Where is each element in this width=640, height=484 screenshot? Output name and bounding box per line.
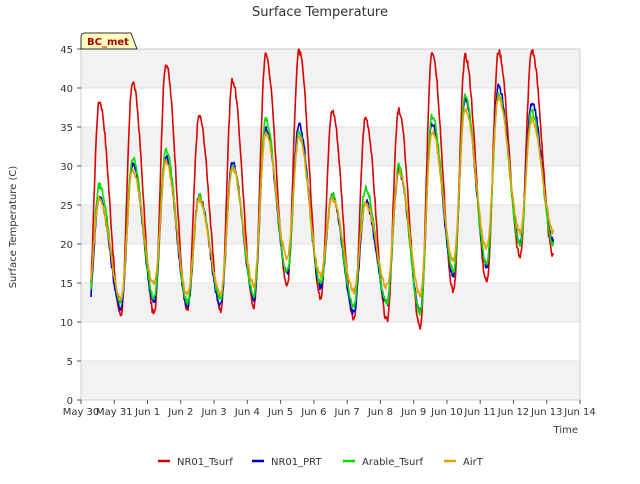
- series-line-arable-tsurf: [90, 92, 555, 316]
- x-tick-label: Jun 9: [400, 407, 426, 418]
- x-tick-label: Jun 4: [234, 407, 260, 418]
- y-tick-label: 35: [60, 123, 73, 134]
- x-tick-label: Jun 3: [200, 407, 226, 418]
- grid-band: [81, 205, 580, 244]
- legend-label-nr01-tsurf: NR01_Tsurf: [177, 457, 233, 468]
- y-tick-label: 30: [60, 162, 73, 173]
- grid-band: [81, 49, 580, 88]
- x-tick-label: Jun 2: [167, 407, 193, 418]
- y-tick-label: 5: [67, 357, 73, 368]
- x-tick-label: May 31: [96, 407, 133, 418]
- chart-title: Surface Temperature: [252, 5, 388, 20]
- grid-band: [81, 361, 580, 400]
- x-tick-label: Jun 8: [367, 407, 393, 418]
- x-tick-label: Jun 12: [497, 407, 530, 418]
- y-tick-label: 0: [67, 396, 73, 407]
- x-tick-label: Jun 1: [134, 407, 160, 418]
- x-tick-label: May 30: [63, 407, 100, 418]
- x-tick-label: Jun 10: [430, 407, 463, 418]
- series-line-airt: [90, 94, 555, 301]
- annotation-label: BC_met: [87, 37, 129, 48]
- series-line-nr01-tsurf: [90, 48, 555, 330]
- legend-label-arable-tsurf: Arable_Tsurf: [362, 457, 423, 468]
- legend-label-airt: AirT: [463, 457, 484, 468]
- x-tick-label: Jun 14: [563, 407, 596, 418]
- x-tick-label: Jun 6: [300, 407, 326, 418]
- grid-band: [81, 283, 580, 322]
- x-tick-label: Jun 5: [267, 407, 293, 418]
- x-tick-label: Jun 13: [530, 407, 563, 418]
- annotation-box: [80, 32, 138, 50]
- x-tick-label: Jun 11: [463, 407, 496, 418]
- y-tick-label: 10: [60, 318, 73, 329]
- y-tick-label: 25: [60, 201, 73, 212]
- plot-frame: [80, 48, 581, 401]
- x-axis-label: Time: [553, 425, 578, 436]
- legend-label-nr01-prt: NR01_PRT: [271, 457, 322, 468]
- y-tick-label: 20: [60, 240, 73, 251]
- y-axis-label: Surface Temperature (C): [8, 166, 19, 289]
- y-tick-label: 15: [60, 279, 73, 290]
- y-tick-label: 40: [60, 84, 73, 95]
- x-tick-label: Jun 7: [334, 407, 360, 418]
- y-tick-label: 45: [60, 45, 73, 56]
